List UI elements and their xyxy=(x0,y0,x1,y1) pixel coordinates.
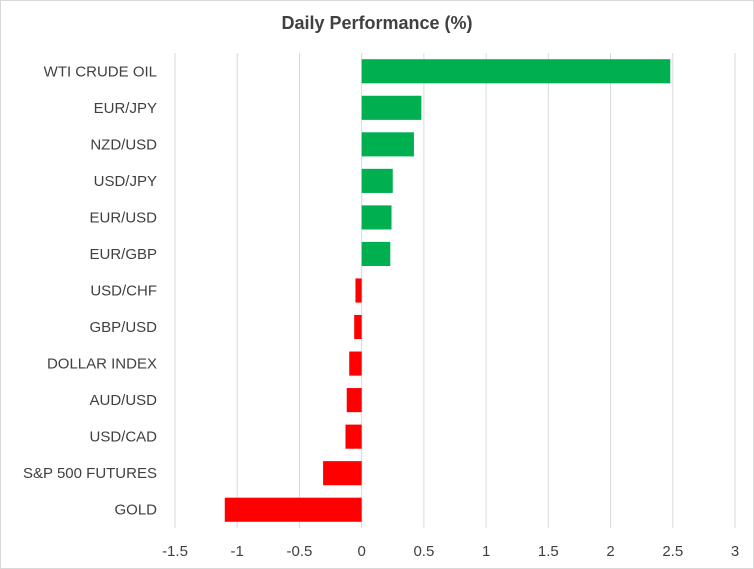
chart-title: Daily Performance (%) xyxy=(281,13,473,33)
category-label: EUR/JPY xyxy=(94,100,157,117)
x-tick-label: 1 xyxy=(482,543,490,560)
category-label: USD/CHF xyxy=(90,283,157,300)
bar xyxy=(224,497,362,522)
category-label: EUR/USD xyxy=(89,209,157,226)
bar xyxy=(355,278,362,303)
bar xyxy=(323,461,362,486)
x-tick-label: -1.5 xyxy=(162,543,188,560)
x-tick-label: -1 xyxy=(231,543,244,560)
category-label: NZD/USD xyxy=(90,136,157,153)
category-label: EUR/GBP xyxy=(89,246,157,263)
x-tick-label: 0 xyxy=(357,543,365,560)
category-label: AUD/USD xyxy=(89,392,157,409)
category-label: WTI CRUDE OIL xyxy=(44,63,157,80)
bar xyxy=(361,95,422,120)
bar xyxy=(361,132,414,157)
bar xyxy=(361,205,392,230)
bar xyxy=(354,314,362,340)
x-tick-label: 1.5 xyxy=(538,543,559,560)
category-label: DOLLAR INDEX xyxy=(47,356,157,373)
x-tick-label: 0.5 xyxy=(413,543,434,560)
category-label: S&P 500 FUTURES xyxy=(23,465,157,482)
bar xyxy=(345,424,362,449)
x-tick-label: 3 xyxy=(731,543,739,560)
bar xyxy=(361,59,671,84)
x-tick-label: 2.5 xyxy=(662,543,683,560)
x-tick-label: -0.5 xyxy=(287,543,313,560)
category-label: USD/CAD xyxy=(89,429,157,446)
category-label: GOLD xyxy=(114,502,157,519)
bar xyxy=(346,388,362,413)
bar xyxy=(361,241,391,267)
category-label: GBP/USD xyxy=(89,319,157,336)
x-tick-label: 2 xyxy=(606,543,614,560)
category-label: USD/JPY xyxy=(94,173,157,190)
bar xyxy=(349,351,362,376)
bar xyxy=(361,168,393,193)
